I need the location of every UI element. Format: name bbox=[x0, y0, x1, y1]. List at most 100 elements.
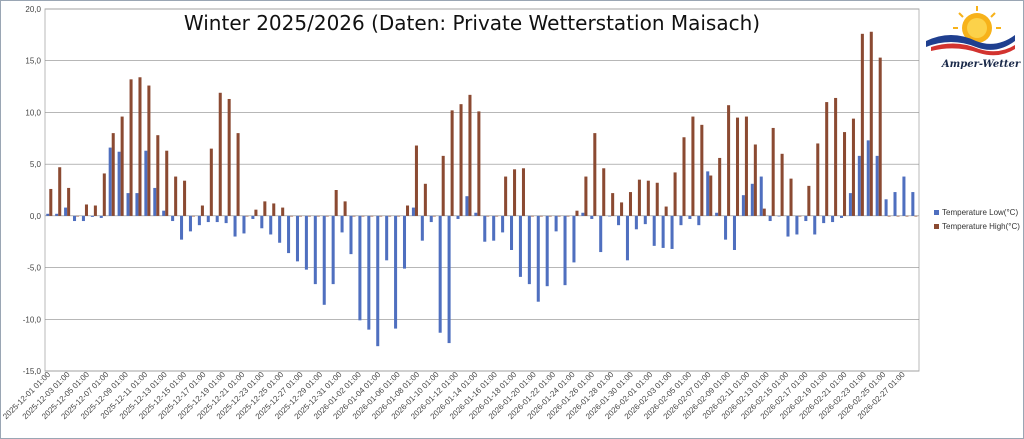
bar-low bbox=[483, 215, 487, 242]
bar-high bbox=[860, 33, 864, 216]
bar-high bbox=[459, 104, 463, 216]
bar-low bbox=[447, 215, 451, 344]
bar-high bbox=[530, 215, 534, 217]
bar-high bbox=[468, 94, 472, 216]
bar-low bbox=[902, 176, 906, 216]
bar-low bbox=[135, 193, 139, 216]
bar-high bbox=[798, 215, 802, 217]
bar-high bbox=[869, 31, 873, 216]
bar-low bbox=[171, 215, 175, 222]
bar-high bbox=[504, 176, 508, 216]
bar-high bbox=[450, 110, 454, 216]
bar-low bbox=[73, 215, 77, 222]
bar-low bbox=[759, 176, 763, 216]
bar-high bbox=[138, 77, 142, 216]
bar-low bbox=[126, 193, 130, 216]
bar-high bbox=[655, 182, 659, 216]
bars bbox=[46, 31, 918, 347]
bar-low bbox=[465, 196, 469, 216]
bar-low bbox=[162, 210, 166, 216]
bar-low bbox=[822, 215, 826, 224]
bar-low bbox=[287, 215, 291, 254]
bar-high bbox=[691, 116, 695, 216]
bar-low bbox=[893, 192, 897, 216]
bar-low bbox=[438, 215, 442, 333]
bar-low bbox=[777, 215, 781, 217]
bar-high bbox=[165, 150, 169, 216]
bar-high bbox=[67, 187, 71, 216]
bar-high bbox=[477, 111, 481, 216]
bar-high bbox=[191, 215, 196, 217]
bar-high bbox=[307, 215, 311, 217]
bar-high bbox=[878, 57, 882, 216]
bar-low bbox=[215, 215, 219, 223]
bar-low bbox=[474, 212, 478, 216]
bar-low bbox=[617, 215, 621, 226]
bar-high bbox=[843, 132, 847, 216]
bar-high bbox=[539, 215, 543, 217]
bar-high bbox=[325, 215, 329, 217]
bar-high bbox=[602, 168, 606, 216]
bar-low bbox=[911, 192, 915, 216]
bar-high bbox=[557, 215, 561, 217]
bar-low bbox=[108, 147, 112, 216]
legend-swatch-high bbox=[934, 224, 939, 229]
bar-low bbox=[501, 215, 505, 233]
bar-high bbox=[49, 188, 53, 216]
bar-high bbox=[218, 92, 222, 216]
bar-low bbox=[46, 213, 50, 216]
bar-high bbox=[183, 180, 187, 216]
bar-high bbox=[174, 176, 178, 216]
bar-high bbox=[93, 205, 97, 216]
bar-low bbox=[634, 215, 638, 230]
bar-high bbox=[156, 135, 160, 216]
bar-low bbox=[358, 215, 362, 321]
bar-low bbox=[456, 215, 460, 219]
bar-low bbox=[331, 215, 335, 285]
bar-low bbox=[144, 150, 148, 216]
bar-low bbox=[572, 215, 576, 263]
bar-high bbox=[673, 172, 677, 216]
bar-high bbox=[709, 175, 713, 216]
bar-high bbox=[236, 133, 240, 216]
bar-low bbox=[661, 215, 665, 248]
y-tick-label: -10,0 bbox=[23, 315, 42, 324]
bar-low bbox=[242, 215, 246, 234]
bar-high bbox=[664, 206, 668, 216]
bar-low bbox=[590, 215, 594, 219]
bar-low bbox=[625, 215, 629, 261]
bar-low bbox=[527, 215, 531, 285]
bar-high bbox=[245, 215, 249, 217]
bar-low bbox=[599, 215, 603, 253]
bar-high bbox=[102, 173, 106, 216]
bar-low bbox=[768, 215, 772, 222]
bar-high bbox=[486, 215, 490, 217]
bar-low bbox=[90, 215, 94, 217]
y-tick-label: -5,0 bbox=[27, 264, 41, 273]
legend: Temperature Low(°C) Temperature High(°C) bbox=[934, 208, 1020, 231]
y-tick-label: 15,0 bbox=[25, 57, 41, 66]
bar-high bbox=[361, 215, 365, 217]
bar-high bbox=[432, 215, 436, 217]
bar-high bbox=[406, 205, 410, 216]
bar-high bbox=[76, 215, 80, 217]
bar-low bbox=[402, 215, 407, 269]
bar-low bbox=[670, 215, 674, 249]
bar-low bbox=[304, 215, 308, 270]
bar-high bbox=[700, 124, 704, 216]
bar-low bbox=[688, 215, 692, 219]
bar-low bbox=[367, 215, 371, 330]
bar-low bbox=[269, 215, 273, 235]
bar-high bbox=[200, 205, 204, 216]
legend-label-high: Temperature High(°C) bbox=[942, 222, 1020, 231]
amper-wetter-logo: Amper-Wetter bbox=[926, 6, 1021, 70]
y-tick-labels: 20,0 15,0 10,0 5,0 0,0 -5,0 -10,0 -15,0 bbox=[23, 5, 42, 376]
bar-high bbox=[914, 215, 918, 217]
bar-low bbox=[643, 215, 647, 225]
bar-low bbox=[545, 215, 549, 287]
bar-low bbox=[715, 212, 719, 216]
bar-low bbox=[697, 215, 701, 226]
bar-low bbox=[117, 151, 121, 216]
